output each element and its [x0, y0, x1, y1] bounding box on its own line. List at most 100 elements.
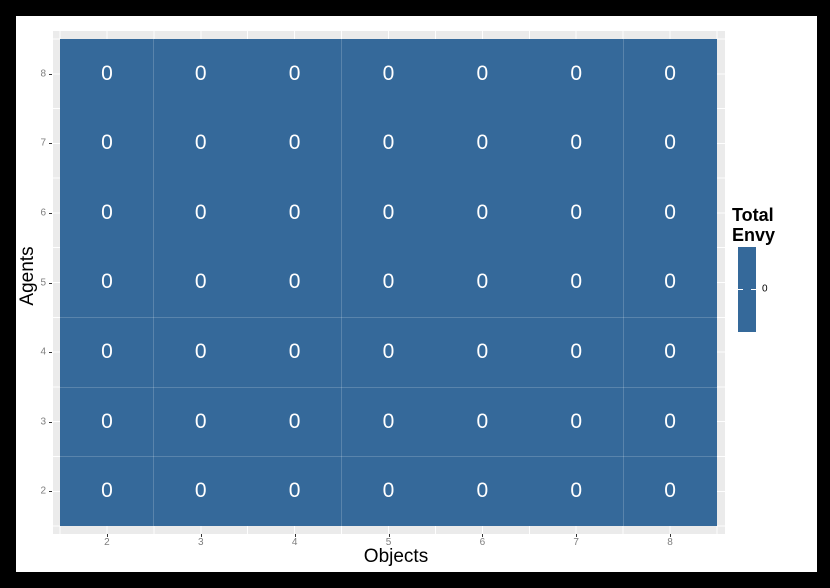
heatmap-cell: 0	[101, 200, 113, 224]
x-axis-tick-label: 7	[573, 537, 579, 548]
y-axis-tick-mark	[49, 421, 52, 423]
legend-title-line-2: Envy	[732, 225, 776, 245]
heatmap-cell: 0	[382, 200, 395, 224]
heatmap-cell: 0	[101, 270, 113, 294]
gridline-notches-left	[53, 31, 60, 534]
y-axis-tick-mark	[49, 143, 52, 145]
heatmap-cell: 0	[194, 61, 207, 85]
y-axis-tick-label: 6	[40, 207, 46, 219]
heatmap-cell: 0	[664, 340, 676, 364]
heatmap-cell: 0	[570, 200, 583, 224]
x-axis-tick-label: 6	[479, 537, 486, 548]
heatmap-cell: 0	[101, 61, 113, 85]
heatmap-cell: 0	[664, 131, 676, 155]
x-axis-tick-label: 2	[104, 537, 110, 548]
heatmap-cell: 0	[570, 340, 583, 364]
heatmap-cell: 0	[382, 270, 395, 294]
y-axis-tick-mark	[49, 73, 52, 75]
tile-boundary-horizontal	[60, 387, 717, 388]
heatmap-cell: 0	[194, 270, 207, 294]
legend-tick-mark	[751, 289, 756, 290]
x-axis-tick-mark	[106, 534, 108, 537]
y-axis-title: Agents	[17, 246, 38, 306]
x-axis-tick-mark	[482, 534, 484, 537]
y-axis-tick-label: 4	[40, 346, 46, 358]
plot-card: 0 0 0 0 0 0 0 0 0 0 0 0 0 0 0 0 0 0 0 0 0 0 0 0 0 0 0 0 0 0 0 0 0 0 0 0 0 0 0 0…	[16, 16, 817, 572]
tile-boundary-vertical	[153, 39, 154, 526]
heatmap-cell: 0	[194, 409, 207, 433]
tile-boundary-vertical	[341, 39, 342, 526]
heatmap-cell: 0	[101, 131, 113, 155]
y-axis-tick-mark	[49, 352, 52, 354]
heatmap-cell: 0	[288, 340, 301, 364]
tile-boundary-horizontal	[60, 456, 717, 457]
heatmap-cell: 0	[288, 409, 301, 433]
heatmap-cell: 0	[288, 131, 301, 155]
heatmap-cell: 0	[101, 409, 113, 433]
legend-tick-label: 0	[762, 283, 768, 295]
heatmap-cell: 0	[570, 479, 583, 503]
x-axis-tick-label: 4	[291, 537, 298, 548]
heatmap-cell: 0	[476, 131, 489, 155]
legend-tick-mark	[738, 289, 743, 290]
heatmap-cell: 0	[476, 200, 489, 224]
heatmap-cell: 0	[194, 479, 207, 503]
y-axis-tick-label: 3	[40, 416, 46, 428]
heatmap-cell: 0	[664, 479, 676, 503]
x-axis-tick-label: 3	[198, 537, 204, 548]
heatmap-cell: 0	[476, 340, 489, 364]
heatmap-cell: 0	[570, 270, 583, 294]
heatmap-cell: 0	[570, 409, 583, 433]
y-axis-tick-mark	[49, 491, 52, 493]
legend-title: Total Envy	[732, 205, 775, 245]
heatmap-cell: 0	[382, 340, 395, 364]
x-axis-tick-mark	[294, 534, 296, 537]
legend-colorbar	[738, 247, 756, 332]
x-axis-tick-mark	[388, 534, 390, 537]
heatmap-cell: 0	[570, 131, 583, 155]
gridline-notches-top	[53, 31, 725, 39]
heatmap-cell: 0	[664, 270, 676, 294]
tile-boundary-horizontal	[60, 317, 717, 318]
gridline-notches-right	[717, 31, 725, 534]
heatmap-cell: 0	[101, 479, 113, 503]
heatmap-cell: 0	[382, 61, 395, 85]
y-axis-tick-mark	[49, 212, 52, 214]
heatmap-cell: 0	[664, 61, 676, 85]
y-axis-tick-label: 5	[40, 277, 46, 288]
heatmap-cell: 0	[382, 409, 395, 433]
heatmap-cell: 0	[382, 479, 395, 503]
y-axis-tick-label: 7	[40, 137, 46, 149]
heatmap-cell: 0	[382, 131, 395, 155]
heatmap-tiles: 0 0 0 0 0 0 0 0 0 0 0 0 0 0 0 0 0 0 0 0 0 0 0 0 0 0 0 0 0 0 0 0 0 0 0 0 0 0 0 0…	[60, 39, 717, 526]
heatmap-cell: 0	[101, 340, 113, 364]
x-axis-tick-label: 5	[385, 537, 392, 548]
heatmap-cell: 0	[664, 409, 676, 433]
heatmap-cell: 0	[476, 61, 489, 85]
y-axis-tick-label: 8	[40, 68, 46, 80]
heatmap-cell: 0	[476, 409, 489, 433]
heatmap-cell: 0	[194, 340, 207, 364]
plot-panel: 0 0 0 0 0 0 0 0 0 0 0 0 0 0 0 0 0 0 0 0 0 0 0 0 0 0 0 0 0 0 0 0 0 0 0 0 0 0 0 0…	[53, 31, 725, 534]
heatmap-cell: 0	[664, 200, 676, 224]
heatmap-cell: 0	[288, 200, 301, 224]
legend-title-line-1: Total	[732, 205, 774, 225]
heatmap-cell: 0	[288, 270, 301, 294]
heatmap-cell: 0	[288, 479, 301, 503]
heatmap-cell: 0	[194, 131, 207, 155]
y-axis-tick-mark	[49, 282, 52, 284]
heatmap-cell: 0	[476, 270, 489, 294]
tile-boundary-vertical	[623, 39, 624, 526]
heatmap-cell: 0	[570, 61, 583, 85]
x-axis-tick-mark	[670, 534, 672, 537]
x-axis-tick-label: 8	[667, 537, 673, 548]
gridline-notches-bottom	[53, 526, 725, 534]
x-axis-tick-mark	[576, 534, 578, 537]
heatmap-cell: 0	[476, 479, 489, 503]
heatmap-cell: 0	[194, 200, 207, 224]
x-axis-tick-mark	[200, 534, 202, 537]
y-axis-tick-label: 2	[40, 485, 46, 497]
x-axis-title: Objects	[363, 546, 429, 567]
heatmap-cell: 0	[288, 61, 301, 85]
